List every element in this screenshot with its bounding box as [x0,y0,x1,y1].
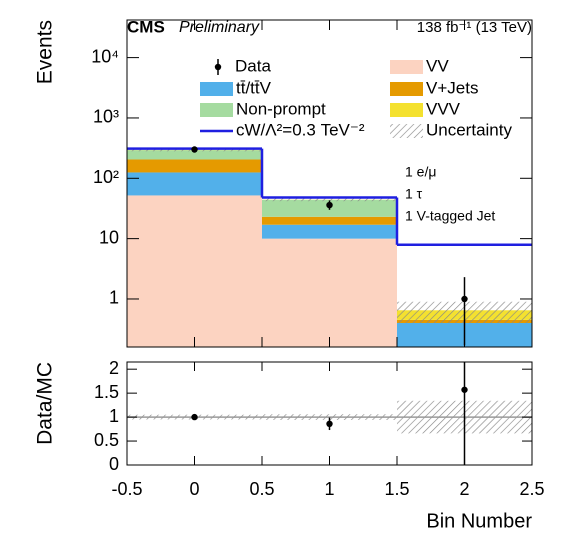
y-tick-label: 10² [93,167,119,187]
ratio-plot [127,362,532,465]
legend-swatch [390,60,423,74]
legend-swatch [200,82,233,96]
x-tick-label: 0 [189,479,199,499]
ratio-point [326,420,333,427]
stack-segment [127,159,262,173]
legend-swatch [390,82,423,96]
ratio-point [461,386,468,393]
uncertainty-band [262,198,397,202]
y-tick-label: 10⁴ [91,46,119,66]
annotation: 1 V-tagged Jet [405,208,495,224]
ratio-y-axis-label: Data/MC [34,362,57,445]
x-tick-label: 1.5 [384,479,409,499]
legend-label: VV [426,56,449,75]
x-tick-label: 0.5 [249,479,274,499]
stack-segment [262,238,397,347]
legend-label: cW/Λ²=0.3 TeV⁻² [236,120,365,139]
ratio-y-tick-label: 0 [109,454,119,474]
data-point [326,201,333,209]
stack-segment [262,224,397,239]
x-tick-label: 1 [324,479,334,499]
legend-uncertainty [390,124,423,138]
ratio-y-tick-label: 0.5 [94,430,119,450]
y-tick-label: 10 [99,227,119,247]
ratio-y-tick-label: 1.5 [94,382,119,402]
ratio-y-tick-label: 2 [109,358,119,378]
legend-label: Non-prompt [236,99,326,118]
data-point [191,146,198,153]
stack-segment [127,172,262,196]
legend-label: VVV [426,99,461,118]
stack-segment [262,216,397,225]
y-tick-label: 1 [109,288,119,308]
main-plot [127,146,532,347]
ratio-point [191,413,198,421]
stack-segment [127,195,262,347]
x-axis-label: Bin Number [426,510,532,532]
legend-swatch [390,103,423,117]
legend-label: tt̄/tt̄V [236,78,272,97]
legend-data-marker [214,63,222,71]
lumi-label: 138 fb⁻¹ (13 TeV) [417,19,532,36]
legend-swatch [200,103,233,117]
annotation: 1 e/μ [405,164,436,180]
chart-subtitle: Preliminary [179,19,260,36]
x-tick-label: 2 [459,479,469,499]
y-axis-label: Events [34,20,57,84]
ratio-y-tick-label: 1 [109,406,119,426]
x-tick-label: 2.5 [519,479,544,499]
chart-title: CMS [127,17,165,36]
legend-label: Data [235,56,271,75]
y-tick-label: 10³ [93,107,119,127]
annotation: 1 τ [405,186,423,202]
data-point [461,295,468,303]
legend-label: Uncertainty [426,120,512,139]
stack-segment [127,150,262,160]
x-tick-label: -0.5 [111,479,142,499]
legend-label: V+Jets [426,78,478,97]
